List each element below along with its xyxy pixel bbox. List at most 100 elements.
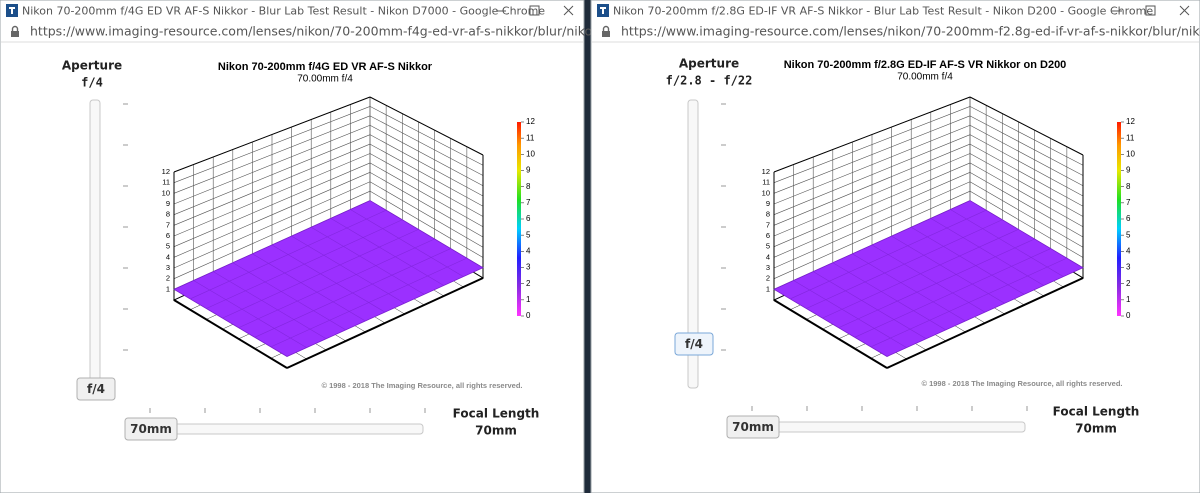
z-tick-label: 11 bbox=[162, 178, 170, 187]
chart-subtitle: 70.00mm f/4 bbox=[897, 72, 953, 83]
surface-grid bbox=[311, 226, 425, 295]
aperture-button-label[interactable]: f/4 bbox=[685, 337, 703, 351]
wall-grid bbox=[969, 172, 1084, 238]
surface-grid bbox=[790, 209, 987, 300]
z-tick-label: 8 bbox=[766, 210, 770, 219]
z-tick-label: 9 bbox=[166, 199, 170, 208]
wall-grid bbox=[969, 106, 1084, 166]
aperture-button-label[interactable]: f/4 bbox=[87, 382, 105, 396]
aperture-button[interactable] bbox=[674, 332, 714, 356]
surface-grid bbox=[806, 219, 1003, 309]
wall-grid bbox=[969, 153, 1084, 217]
surface-grid bbox=[206, 219, 403, 309]
z-tick-label: 12 bbox=[162, 167, 170, 176]
colorbar-tick-label: 6 bbox=[1126, 214, 1131, 223]
colorbar-tick-label: 2 bbox=[526, 279, 531, 288]
chart-subtitle: 70.00mm f/4 bbox=[297, 74, 353, 85]
surface-grid bbox=[252, 253, 366, 322]
floor-front-edge bbox=[286, 277, 484, 369]
colorbar-tick-label: 1 bbox=[526, 295, 531, 304]
box-edge bbox=[369, 96, 484, 156]
z-tick-label: 7 bbox=[766, 220, 770, 229]
colorbar-tick-label: 3 bbox=[526, 263, 531, 272]
surface-grid bbox=[911, 226, 1025, 295]
aperture-label: Aperture bbox=[62, 59, 122, 73]
colorbar-tick-label: 6 bbox=[526, 214, 531, 223]
copyright: © 1998 - 2018 The Imaging Resource, all … bbox=[921, 379, 1122, 388]
chart-title: Nikon 70-200mm f/4G ED VR AF-S Nikkor bbox=[218, 61, 433, 73]
z-tick-label: 10 bbox=[162, 188, 170, 197]
surface-grid bbox=[193, 280, 307, 348]
z-tick-label: 2 bbox=[166, 274, 170, 283]
z-tick-label: 1 bbox=[766, 284, 770, 293]
copyright: © 1998 - 2018 The Imaging Resource, all … bbox=[321, 381, 522, 390]
lock-icon bbox=[11, 31, 19, 37]
wall-grid bbox=[369, 181, 484, 248]
z-tick-label: 6 bbox=[166, 231, 170, 240]
colorbar-tick-label: 7 bbox=[526, 198, 531, 207]
colorbar-tick-label: 7 bbox=[1126, 198, 1131, 207]
colorbar-tick-label: 5 bbox=[1126, 230, 1131, 239]
wall-grid bbox=[369, 115, 484, 176]
wall-grid bbox=[369, 124, 484, 187]
focal-label: Focal Length bbox=[1053, 405, 1140, 419]
surface-grid bbox=[930, 218, 1044, 286]
surface-grid bbox=[813, 271, 927, 340]
surface-grid bbox=[950, 209, 1064, 277]
wall-grid bbox=[969, 115, 1084, 176]
surface-grid bbox=[350, 209, 464, 277]
app-icon-mark bbox=[9, 7, 15, 14]
colorbar-tick-label: 8 bbox=[526, 182, 531, 191]
surface-grid bbox=[891, 235, 1005, 304]
chart-title: Nikon 70-200mm f/2.8G ED-IF AF-S VR Nikk… bbox=[784, 59, 1067, 71]
app-icon-mark bbox=[600, 7, 606, 14]
floor-front-edge bbox=[773, 299, 888, 369]
close-button[interactable] bbox=[1179, 5, 1190, 16]
colorbar-tick-label: 4 bbox=[1126, 246, 1131, 255]
maximize-button[interactable] bbox=[1145, 5, 1156, 16]
wall-grid bbox=[969, 181, 1084, 248]
focal-button[interactable] bbox=[726, 415, 780, 439]
z-tick-label: 12 bbox=[762, 167, 770, 176]
z-tick-label: 8 bbox=[166, 210, 170, 219]
wall-grid bbox=[969, 134, 1084, 197]
aperture-track[interactable] bbox=[89, 99, 101, 399]
colorbar-tick-label: 0 bbox=[1126, 311, 1131, 320]
z-tick-label: 5 bbox=[166, 242, 170, 251]
colorbar-tick-label: 1 bbox=[1126, 295, 1131, 304]
colorbar-tick-label: 4 bbox=[526, 246, 531, 255]
z-tick-label: 2 bbox=[766, 274, 770, 283]
maximize-button[interactable] bbox=[529, 5, 540, 16]
z-tick-label: 7 bbox=[166, 220, 170, 229]
wall-grid bbox=[369, 162, 484, 228]
aperture-label: Aperture bbox=[679, 57, 739, 71]
close-button[interactable] bbox=[563, 5, 574, 16]
z-tick-label: 4 bbox=[166, 252, 170, 261]
colorbar-tick-label: 12 bbox=[1126, 117, 1135, 126]
surface-grid bbox=[793, 280, 907, 348]
focal-button[interactable] bbox=[124, 417, 178, 441]
url-text[interactable]: https://www.imaging-resource.com/lenses/… bbox=[621, 24, 1200, 39]
surface-grid bbox=[232, 262, 346, 331]
surface-grid bbox=[270, 257, 467, 348]
url-text[interactable]: https://www.imaging-resource.com/lenses/… bbox=[30, 24, 649, 39]
aperture-button[interactable] bbox=[76, 377, 116, 401]
box-edge bbox=[773, 96, 971, 173]
lock-shackle bbox=[11, 25, 19, 31]
focal-button-label[interactable]: 70mm bbox=[732, 420, 774, 434]
colorbar-tick-label: 12 bbox=[526, 117, 535, 126]
focal-value: 70mm bbox=[475, 424, 517, 438]
window-title: Nikon 70-200mm f/4G ED VR AF-S Nikkor - … bbox=[22, 5, 545, 18]
focal-button-label[interactable]: 70mm bbox=[130, 422, 172, 436]
surface-grid bbox=[238, 238, 435, 328]
z-tick-label: 1 bbox=[166, 284, 170, 293]
colorbar-tick-label: 10 bbox=[1126, 149, 1135, 158]
aperture-track[interactable] bbox=[687, 99, 699, 389]
surface-grid bbox=[822, 229, 1019, 319]
colorbar-tick-label: 9 bbox=[526, 166, 531, 175]
surface-grid bbox=[854, 248, 1051, 338]
surface-grid bbox=[271, 244, 386, 313]
floor-front-edge bbox=[886, 277, 1084, 369]
surface-grid bbox=[832, 262, 946, 331]
surface-grid bbox=[870, 257, 1067, 348]
